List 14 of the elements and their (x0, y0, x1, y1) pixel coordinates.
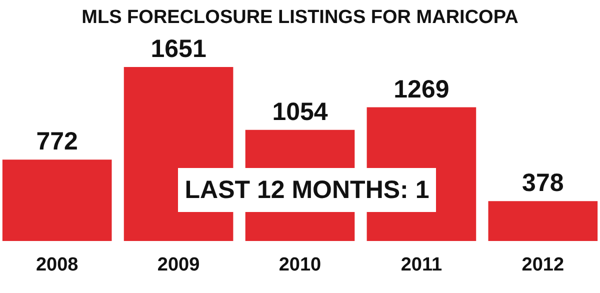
x-tick-label: 2009 (157, 254, 200, 276)
data-label: 1651 (150, 35, 206, 63)
data-label: 1269 (394, 75, 450, 104)
data-label: 1054 (272, 98, 328, 126)
chart-title: MLS FORECLOSURE LISTINGS FOR MARICOPA (82, 7, 519, 28)
bar (2, 160, 112, 241)
data-label: 772 (36, 128, 78, 156)
x-tick-label: 2011 (400, 254, 442, 276)
x-tick-label: 2008 (36, 254, 78, 276)
x-tick-label: 2010 (278, 254, 322, 276)
data-label: 378 (522, 169, 564, 198)
annotation: LAST 12 MONTHS: 1 (178, 168, 436, 212)
x-tick-label: 2012 (522, 254, 564, 276)
bar (488, 201, 598, 241)
